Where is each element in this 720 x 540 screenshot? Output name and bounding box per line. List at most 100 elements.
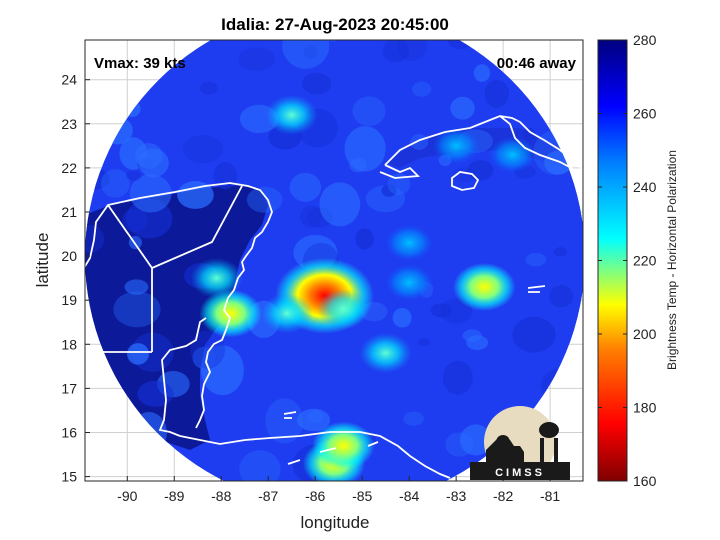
colorbar-label: Brightness Temp - Horizontal Polarizatio… — [665, 150, 679, 370]
field-speckle — [200, 81, 218, 95]
colorbar-tick-label: 180 — [633, 400, 657, 416]
field-speckle — [452, 167, 476, 183]
cold-feature — [199, 289, 262, 338]
land-yucatan — [85, 185, 268, 450]
y-tick-label: 19 — [61, 292, 77, 308]
field-speckle — [344, 126, 386, 172]
field-speckle — [512, 316, 556, 353]
field-speckle — [352, 96, 386, 127]
cold-feature — [312, 421, 375, 470]
field-speckle — [192, 346, 216, 369]
x-tick-label: -87 — [258, 488, 278, 504]
chart-title: Idalia: 27-Aug-2023 20:45:00 — [221, 15, 449, 34]
cold-feature — [261, 293, 314, 334]
coastline-swan-islands — [283, 411, 297, 419]
cimss-logo-banner — [470, 462, 570, 480]
field-speckle — [114, 3, 145, 38]
x-tick-label: -90 — [117, 488, 137, 504]
field-speckle — [319, 182, 361, 227]
field-speckle — [85, 225, 105, 253]
field-speckle — [544, 0, 567, 24]
coastline-cuba — [379, 115, 583, 179]
x-axis-ticks: -90 -89 -88 -87 -86 -85 -84 -83 -82 -81 — [117, 476, 560, 504]
field-speckle — [190, 330, 226, 369]
field-speckle — [450, 96, 475, 120]
y-tick-label: 15 — [61, 469, 77, 485]
x-tick-label: -84 — [399, 488, 419, 504]
field-speckle — [459, 424, 492, 456]
cold-feature — [432, 127, 480, 164]
field-speckle — [445, 432, 474, 457]
field-speckle — [289, 172, 322, 202]
cold-feature — [489, 136, 536, 173]
cimss-logo-text: CIMSS — [495, 467, 545, 479]
field-speckle — [387, 173, 411, 196]
field-speckle — [302, 72, 332, 95]
colorbar-ticks: 160 180 200 220 240 260 280 — [598, 32, 657, 489]
coastline-belize — [158, 317, 207, 437]
field-speckle — [127, 343, 149, 365]
x-tick-label: -89 — [164, 488, 184, 504]
y-tick-label: 24 — [61, 72, 77, 88]
field-speckle — [129, 174, 172, 213]
field-speckle — [525, 252, 547, 267]
y-tick-label: 18 — [61, 336, 77, 352]
coastline-honduras — [179, 431, 451, 479]
field-speckle — [381, 184, 397, 197]
colorbar-tick-label: 220 — [633, 253, 657, 269]
colorbar — [597, 39, 628, 482]
y-axis-ticks: 15 16 17 18 19 20 21 22 23 24 — [61, 72, 90, 485]
field-speckle — [151, 0, 193, 35]
field-speckle — [126, 170, 142, 181]
coastlines — [85, 115, 583, 479]
cold-feature — [265, 94, 318, 135]
x-axis-label: longitude — [300, 513, 369, 532]
field-speckle — [265, 398, 304, 444]
field-speckle — [522, 127, 536, 141]
field-speckle — [355, 228, 374, 250]
coastline-cayman — [527, 285, 546, 293]
field-speckle — [137, 380, 174, 407]
cold-feature — [385, 264, 433, 301]
axes-frame — [84, 39, 584, 482]
field-speckle — [462, 329, 482, 343]
field-speckle — [382, 40, 410, 63]
y-tick-label: 16 — [61, 424, 77, 440]
field-speckle — [238, 47, 275, 72]
field-speckle — [447, 40, 475, 50]
field-speckle — [122, 208, 148, 232]
cimss-logo: CIMSS — [470, 406, 570, 480]
colorbar-tick-label: 280 — [633, 32, 657, 48]
cold-feature — [190, 258, 243, 299]
field-speckle — [442, 360, 473, 395]
cold-feature — [359, 333, 412, 374]
field-speckle — [307, 410, 324, 424]
coastline-isla-juventud — [451, 171, 480, 191]
field-speckle — [239, 450, 281, 481]
vmax-label: Vmax: 39 kts — [94, 55, 186, 72]
field-speckle — [392, 308, 412, 328]
field-speckle — [135, 143, 163, 169]
cold-feature — [385, 224, 433, 261]
field-speckle — [410, 134, 429, 150]
coastline-bay-islands — [287, 441, 379, 465]
field-speckle — [403, 411, 424, 426]
field-speckle — [282, 40, 330, 69]
field-speckle — [300, 205, 322, 228]
x-tick-label: -86 — [305, 488, 325, 504]
x-tick-label: -85 — [352, 488, 372, 504]
field-speckle — [136, 0, 175, 35]
cold-feature — [317, 289, 370, 330]
field-speckle — [182, 135, 224, 164]
y-axis-label: latitude — [33, 233, 52, 288]
x-tick-label: -82 — [493, 488, 513, 504]
field-speckle — [113, 291, 161, 328]
cimss-logo-building — [486, 440, 524, 462]
coastline-yucatan — [85, 182, 273, 429]
field-speckle — [484, 79, 510, 108]
field-speckle — [412, 81, 432, 97]
field-speckle — [124, 279, 149, 295]
y-tick-label: 20 — [61, 248, 77, 264]
field-speckle — [177, 181, 214, 209]
time-away-label: 00:46 away — [497, 55, 577, 72]
